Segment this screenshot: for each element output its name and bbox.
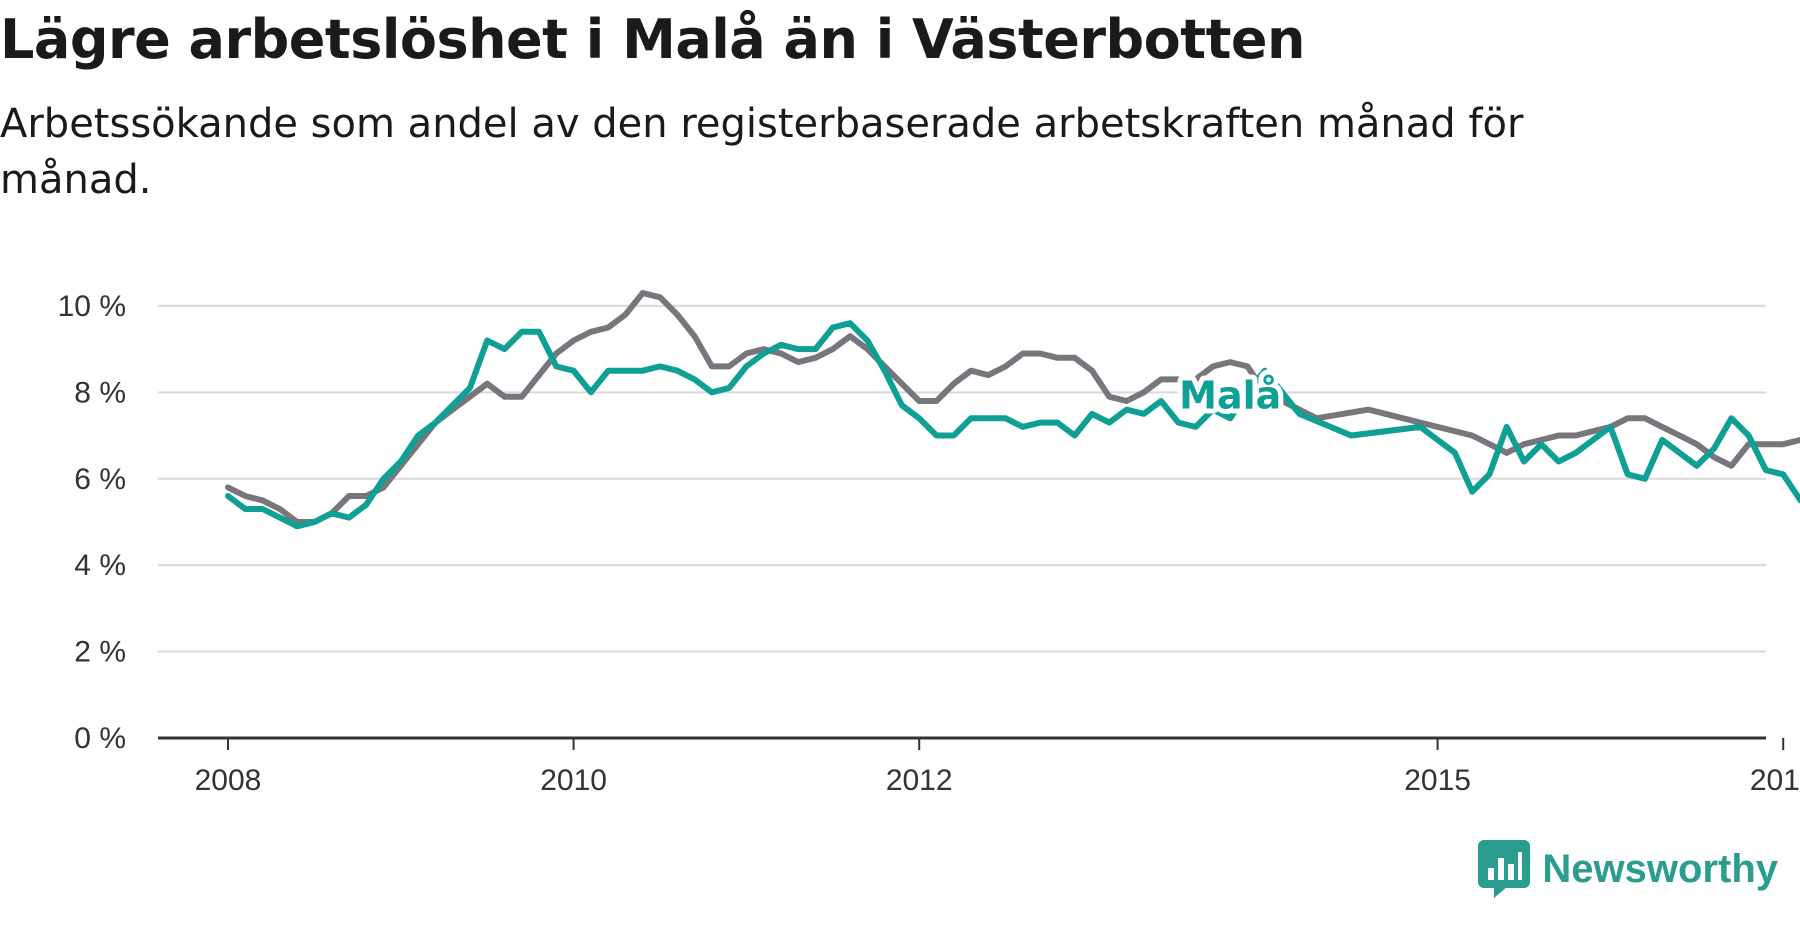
newsworthy-icon: [1478, 840, 1531, 898]
y-tick-label: 10 %: [58, 290, 126, 323]
y-tick-label: 6 %: [74, 463, 126, 496]
x-tick-label: 2010: [540, 764, 607, 797]
x-tick-label: 2017: [1750, 764, 1800, 797]
x-tick-label: 2008: [195, 764, 262, 797]
x-tick-label: 2015: [1404, 764, 1471, 797]
brand-name: Newsworthy: [1542, 846, 1778, 891]
y-tick-label: 8 %: [74, 376, 126, 409]
series-line-vasterbotten: [225, 290, 1800, 525]
y-tick-label: 2 %: [74, 636, 126, 669]
y-tick-label: 0 %: [74, 722, 126, 755]
series-line-mala: [225, 320, 1800, 530]
x-tick-label: 2012: [886, 764, 953, 797]
chart-title: Lägre arbetslöshet i Malå än i Västerbot…: [0, 8, 1305, 71]
series-label-mala: Malå: [1179, 374, 1281, 418]
brand-logo: Newsworthy: [1478, 840, 1778, 898]
chart-subtitle: Arbetssökande som andel av den registerb…: [0, 101, 1524, 203]
y-tick-label: 4 %: [74, 549, 126, 582]
